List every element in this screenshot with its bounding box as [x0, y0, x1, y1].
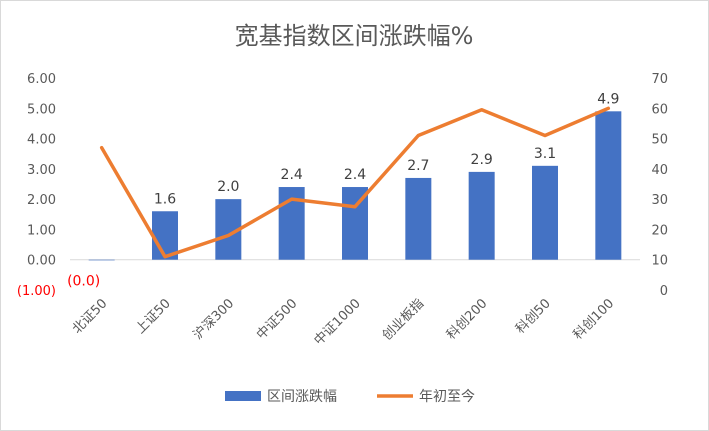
right-axis-tick-label: 40: [651, 163, 668, 178]
line-series-path: [99, 106, 611, 259]
left-axis-tick-label: (1.00): [17, 284, 56, 299]
x-axis-tick-label: 中证1000: [311, 296, 363, 348]
bar-data-label: 3.1: [534, 146, 556, 162]
legend-bar-swatch: [225, 391, 261, 401]
left-axis-tick-label: 2.00: [27, 193, 56, 208]
right-axis-tick-label: 60: [651, 102, 668, 117]
left-axis-tick-label: 1.00: [27, 223, 56, 238]
bar-data-label: 2.0: [217, 179, 239, 195]
x-axis-tick-label: 沪深300: [190, 296, 237, 343]
left-y-axis: (1.00) 0.00 1.00 2.00 3.00 4.00 5.00 6.00: [17, 72, 56, 299]
left-axis-tick-label: 5.00: [27, 102, 56, 117]
chart-title: 宽基指数区间涨跌幅%: [235, 22, 474, 50]
left-axis-tick-label: 6.00: [27, 72, 56, 87]
left-axis-tick-label: 4.00: [27, 133, 56, 148]
x-axis-tick-label: 创业板指: [380, 296, 427, 343]
bar: [405, 177, 432, 260]
bar: [152, 211, 178, 260]
x-axis-tick-label: 科创50: [513, 296, 554, 337]
line-series: [99, 106, 611, 259]
bar: [532, 165, 558, 260]
bar-data-label: 2.7: [407, 158, 429, 174]
bar-data-label: (0.0): [67, 274, 100, 290]
right-y-axis: 0 10 20 30 40 50 60 70: [651, 72, 668, 299]
bar-data-labels: (0.0) 1.6 2.0 2.4 2.4 2.7 2.9 3.1 4.9: [67, 91, 619, 289]
x-axis-tick-label: 中证500: [254, 296, 301, 343]
bar-data-label: 4.9: [597, 91, 619, 107]
bar: [88, 259, 115, 261]
bar-data-label: 2.4: [281, 167, 303, 183]
right-axis-tick-label: 20: [651, 223, 668, 238]
legend-line-label: 年初至今: [419, 388, 475, 405]
left-axis-tick-label: 3.00: [27, 163, 56, 178]
bar: [468, 171, 495, 260]
legend-bar-label: 区间涨跌幅: [267, 389, 337, 405]
right-axis-tick-label: 70: [651, 72, 668, 87]
x-axis-tick-label: 科创100: [571, 296, 618, 343]
right-axis-tick-label: 50: [651, 133, 668, 148]
x-axis-tick-label: 上证50: [133, 296, 174, 337]
x-axis-tick-label: 科创200: [444, 296, 491, 343]
bar-data-label: 2.9: [471, 152, 493, 168]
bar-data-label: 2.4: [344, 167, 366, 183]
right-axis-tick-label: 10: [651, 254, 668, 269]
bar-data-label: 1.6: [154, 191, 176, 207]
bar: [595, 111, 622, 260]
x-axis-tick-label: 北证50: [70, 296, 111, 337]
legend: 区间涨跌幅 年初至今: [225, 388, 475, 405]
right-axis-tick-label: 0: [660, 284, 668, 299]
left-axis-tick-label: 0.00: [27, 254, 56, 269]
right-axis-tick-label: 30: [651, 193, 668, 208]
x-axis: 北证50 上证50 沪深300 中证500 中证1000 创业板指 科创200 科创50 科创1…: [70, 296, 617, 349]
